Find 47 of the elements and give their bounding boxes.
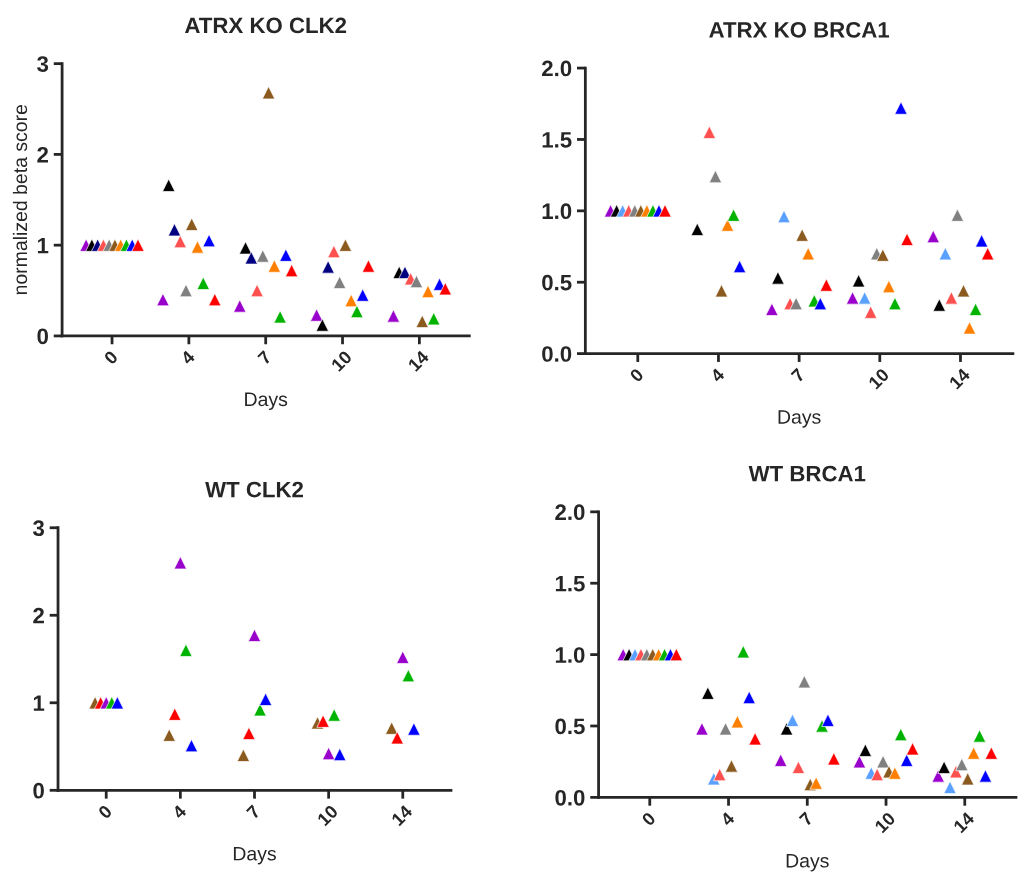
x-axis-title: Days xyxy=(245,392,288,411)
y-tick-label: 0.5 xyxy=(555,718,585,735)
x-axis-title: Days xyxy=(233,846,276,865)
y-tick-label: 0.5 xyxy=(542,274,572,291)
y-tick-label: 1.0 xyxy=(555,647,585,663)
x-tick-label: 10 xyxy=(874,811,897,834)
x-axis-title: Days xyxy=(786,854,829,872)
x-tick-label: 10 xyxy=(316,804,339,827)
y-tick-label: 1.0 xyxy=(542,203,572,220)
y-tick-label: 3 xyxy=(32,520,45,537)
y-tick-label: 0 xyxy=(37,328,48,345)
x-tick-label: 4 xyxy=(171,804,188,820)
x-tick-label: 14 xyxy=(391,804,414,827)
x-tick-label: 4 xyxy=(180,349,196,366)
y-tick-label: 2.0 xyxy=(555,504,585,521)
x-tick-label: 0 xyxy=(97,804,113,820)
y-tick-label: 2 xyxy=(33,607,44,624)
chart-title: ATRX KO BRCA1 xyxy=(709,22,890,38)
chart-title: ATRX KO CLK2 xyxy=(184,17,347,34)
x-tick-label: 0 xyxy=(641,811,657,827)
x-tick-label: 4 xyxy=(719,811,736,827)
y-tick-label: 1.5 xyxy=(555,575,585,592)
x-tick-label: 14 xyxy=(953,811,976,834)
x-tick-label: 14 xyxy=(407,349,430,372)
y-tick-label: 1 xyxy=(37,237,49,254)
chart-title: WT BRCA1 xyxy=(748,465,866,482)
x-tick-label: 4 xyxy=(709,367,726,383)
y-tick-label: 1.5 xyxy=(542,132,572,148)
x-tick-label: 7 xyxy=(798,811,814,827)
x-axis-title: Days xyxy=(778,410,821,428)
x-tick-label: 7 xyxy=(790,367,806,383)
y-tick-label: 2.0 xyxy=(542,60,572,77)
y-tick-label: 2 xyxy=(37,146,49,163)
x-tick-label: 14 xyxy=(948,367,971,390)
x-tick-label: 0 xyxy=(629,367,645,383)
y-tick-label: 0 xyxy=(33,782,44,799)
y-tick-label: 0.0 xyxy=(555,789,585,806)
y-axis-title: normalized beta score xyxy=(12,104,28,295)
y-tick-label: 3 xyxy=(37,56,49,72)
x-tick-label: 10 xyxy=(330,349,353,372)
y-tick-label: 1 xyxy=(33,695,45,711)
x-tick-label: 7 xyxy=(257,350,272,365)
x-tick-label: 10 xyxy=(867,367,890,390)
x-tick-label: 0 xyxy=(103,349,119,366)
x-tick-label: 7 xyxy=(246,804,261,820)
chart-title: WT CLK2 xyxy=(205,481,303,498)
y-tick-label: 0.0 xyxy=(542,346,572,362)
